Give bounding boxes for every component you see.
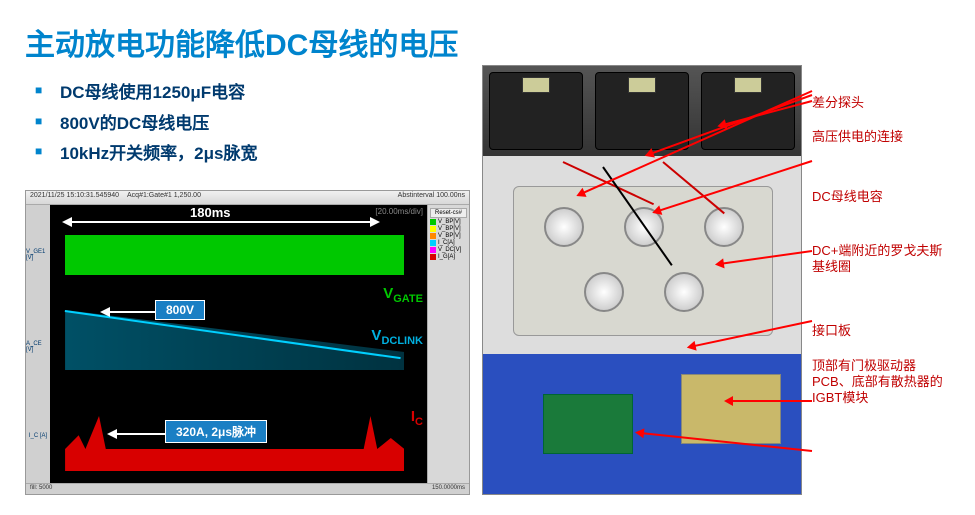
photo-label: DC母线电容 (812, 189, 952, 205)
legend-row: V_BP[V] (430, 226, 467, 232)
arrow-head-icon (62, 217, 72, 227)
callout-arrow (115, 433, 165, 435)
footer-right: 150.0000ms (432, 485, 465, 493)
scope-body: V_GE1 [V] A_CE [V] I_C [A] [20.00ms/div]… (26, 205, 469, 483)
interface-board (681, 374, 781, 444)
photo-label: 差分探头 (812, 95, 952, 111)
cap-terminal (584, 272, 624, 312)
scope-left-axis: V_GE1 [V] A_CE [V] I_C [A] (26, 205, 50, 483)
scope-menubar: 2021/11/25 15:10:31.545940 Acq#1:Gate#1 … (26, 191, 469, 205)
cap-terminal (544, 207, 584, 247)
legend-label: V_BP[V] (438, 233, 461, 239)
content-row: 2021/11/25 15:10:31.545940 Acq#1:Gate#1 … (25, 190, 960, 500)
photo-label: 高压供电的连接 (812, 129, 952, 145)
legend-label: V_BP[V] (438, 226, 461, 232)
photo-labels: 差分探头 高压供电的连接 DC母线电容 DC+端附近的罗戈夫斯基线圈 接口板 顶… (812, 70, 952, 406)
photo-label: 接口板 (812, 323, 952, 339)
reset-button[interactable]: Reset-cs# (430, 208, 467, 218)
trace-vgate (65, 235, 404, 275)
axis-label: A_CE [V] (26, 341, 50, 353)
probe (595, 72, 689, 150)
oscilloscope-panel: 2021/11/25 15:10:31.545940 Acq#1:Gate#1 … (25, 190, 470, 495)
label-vdclink: VDCLINK (371, 327, 423, 347)
photo-label: DC+端附近的罗戈夫斯基线圈 (812, 243, 952, 276)
probe (489, 72, 583, 150)
legend-label: I_G[A] (438, 254, 455, 260)
probe-row (483, 66, 801, 156)
driver-pcb (543, 394, 633, 454)
legend-label: V_BP[V] (438, 219, 461, 225)
legend-row: V_BP[V] (430, 219, 467, 225)
arrow-icon (732, 400, 812, 402)
scope-timestamp: 2021/11/25 15:10:31.545940 (30, 192, 119, 203)
scope-right-panel: Reset-cs# V_BP[V] V_BP[V] V_BP[V] I_C[A]… (427, 205, 469, 483)
slide-title: 主动放电功能降低DC母线的电压 (25, 20, 950, 64)
scope-interval: Abstinterval 100.00ns (398, 192, 465, 203)
callout-320a: 320A, 2μs脉冲 (165, 420, 267, 443)
arrow-head-icon (107, 429, 117, 439)
callout-arrow (108, 311, 156, 313)
scope-acq: Acq#1:Gate#1 1,250.00 (127, 192, 201, 203)
arrow-head-icon (100, 307, 110, 317)
axis-label: V_GE1 [V] (26, 249, 50, 261)
legend-row: V_BP[V] (430, 233, 467, 239)
scope-footer: fill: 5000 150.0000ms (26, 483, 469, 494)
cap-terminal (664, 272, 704, 312)
arrow-head-icon (370, 217, 380, 227)
legend-row: I_C[A] (430, 240, 467, 246)
scope-timebase: [20.00ms/div] (375, 207, 423, 216)
legend-row: I_G[A] (430, 254, 467, 260)
legend-row: V_DC[V] (430, 247, 467, 253)
photo-area: 差分探头 高压供电的连接 DC母线电容 DC+端附近的罗戈夫斯基线圈 接口板 顶… (482, 190, 960, 500)
legend-label: I_C[A] (438, 240, 455, 246)
legend-label: V_DC[V] (438, 247, 461, 253)
label-vgate: VGATE (383, 285, 423, 305)
axis-label: I_C [A] (29, 433, 47, 439)
label-180ms: 180ms (190, 205, 230, 220)
scope-plot: [20.00ms/div] 180ms 800V 320A, 2μs脉冲 (50, 205, 427, 483)
callout-800v: 800V (155, 300, 205, 320)
photo-label: 顶部有门极驱动器PCB、底部有散热器的IGBT模块 (812, 358, 952, 407)
footer-left: fill: 5000 (30, 485, 52, 493)
arrow-line (70, 221, 370, 223)
probe (701, 72, 795, 150)
label-ic: IC (411, 408, 423, 428)
